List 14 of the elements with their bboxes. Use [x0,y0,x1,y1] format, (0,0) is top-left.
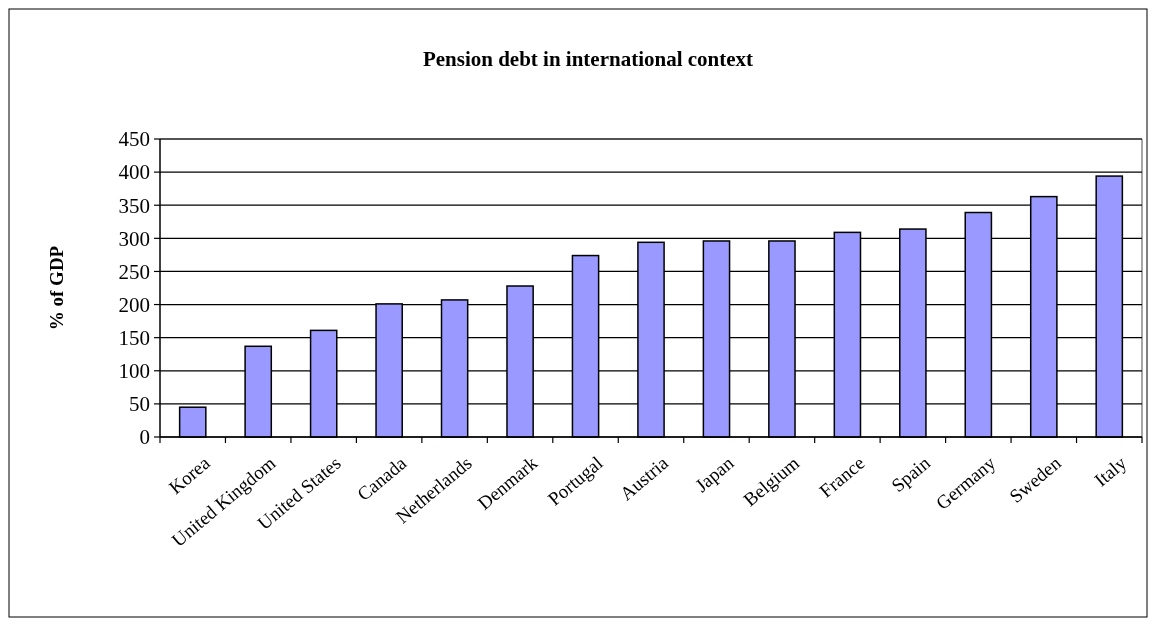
x-tick-label: Spain [887,451,935,497]
y-tick-label: 100 [118,359,150,384]
y-axis-title: % of GDP [46,245,67,331]
y-tick-label: 50 [129,392,150,417]
y-tick-label: 350 [118,193,150,218]
y-tick-label: 300 [118,226,150,251]
y-tick-label: 0 [139,425,150,450]
y-tick-label: 450 [118,127,150,152]
y-tick-label: 250 [118,259,150,284]
x-tick-label: Italy [1090,451,1131,491]
y-tick-label: 400 [118,160,150,185]
y-tick-label: 150 [118,326,150,351]
y-tick-label: 200 [118,292,150,317]
chart-title: Pension debt in international context [422,47,754,71]
